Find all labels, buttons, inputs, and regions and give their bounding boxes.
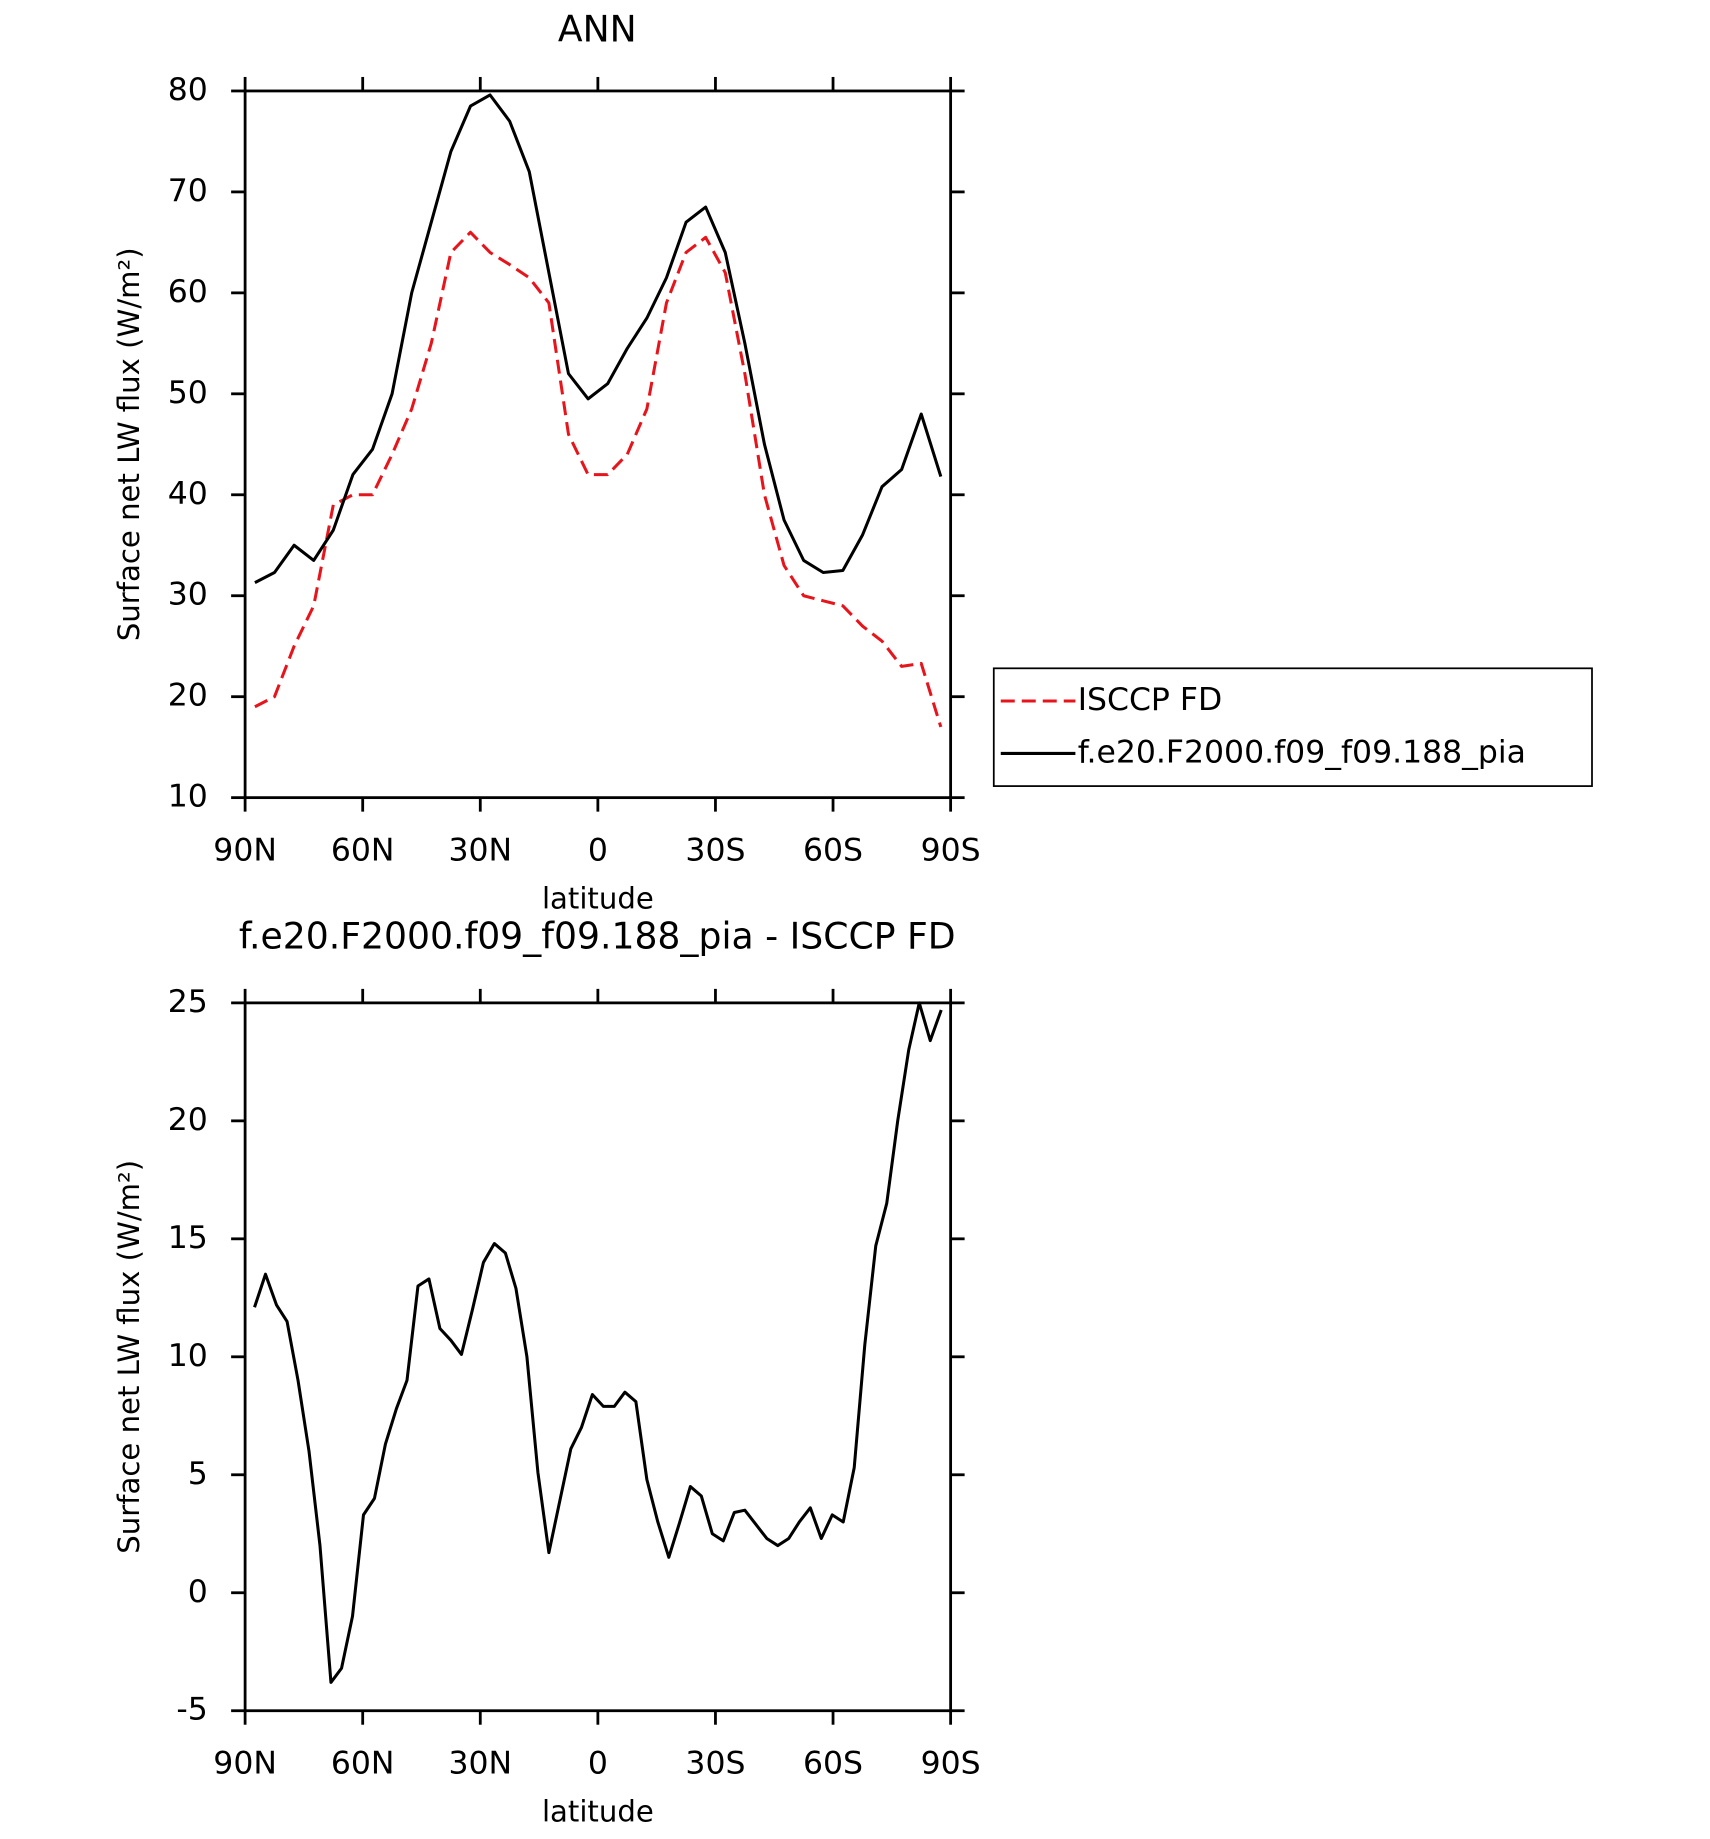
y-tick-label: 70 [168, 173, 208, 209]
y-tick-label: 15 [168, 1220, 208, 1256]
y-tick-label: 50 [168, 375, 208, 411]
y-tick-label: 5 [188, 1456, 208, 1492]
x-tick-label: 90S [921, 1745, 981, 1781]
x-tick-label: 30S [685, 832, 745, 868]
x-axis-label: latitude [542, 1794, 654, 1828]
y-tick-label: -5 [176, 1692, 207, 1728]
legend-label: f.e20.F2000.f09_f09.188_pia [1078, 734, 1526, 770]
x-tick-label: 0 [588, 832, 608, 868]
y-tick-label: 25 [168, 984, 208, 1020]
y-tick-label: 10 [168, 779, 208, 815]
x-tick-label: 90N [213, 832, 277, 868]
y-tick-label: 10 [168, 1338, 208, 1374]
data-line [253, 1001, 943, 1684]
x-tick-label: 90S [921, 832, 981, 868]
y-tick-label: 80 [168, 72, 208, 108]
chart-title: ANN [558, 7, 637, 50]
x-tick-label: 60S [803, 832, 863, 868]
y-tick-label: 20 [168, 1102, 208, 1138]
y-tick-label: 60 [168, 274, 208, 310]
y-tick-label: 20 [168, 678, 208, 714]
x-tick-label: 30N [448, 832, 512, 868]
legend-box [992, 667, 1593, 787]
x-tick-label: 60N [331, 1745, 395, 1781]
data-line [254, 230, 943, 728]
x-tick-label: 60S [803, 1745, 863, 1781]
x-tick-label: 60N [331, 832, 395, 868]
x-tick-label: 30S [685, 1745, 745, 1781]
plot-frame [243, 1001, 953, 1713]
y-axis-label: Surface net LW flux (W/m²) [112, 247, 146, 641]
y-tick-label: 40 [168, 476, 208, 512]
x-axis-label: latitude [542, 881, 654, 915]
y-axis-label: Surface net LW flux (W/m²) [112, 1160, 146, 1554]
chart-title: f.e20.F2000.f09_f09.188_pia - ISCCP FD [239, 915, 956, 958]
x-tick-label: 0 [588, 1745, 608, 1781]
y-tick-label: 0 [188, 1574, 208, 1610]
y-tick-label: 30 [168, 577, 208, 613]
plot-frame [243, 89, 953, 800]
legend-label: ISCCP FD [1078, 682, 1223, 718]
data-line [254, 93, 943, 584]
x-tick-label: 90N [213, 1745, 277, 1781]
x-tick-label: 30N [448, 1745, 512, 1781]
